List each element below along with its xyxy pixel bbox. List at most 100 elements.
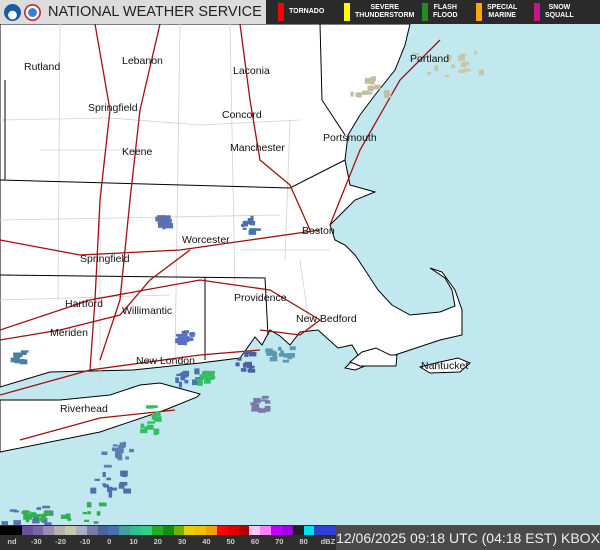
warning-swatch <box>534 3 540 21</box>
scale-color <box>249 526 260 535</box>
scale-color <box>11 526 22 535</box>
radar-pixel <box>479 70 484 76</box>
radar-pixel <box>119 484 125 489</box>
radar-pixel <box>241 224 245 227</box>
radar-pixel <box>101 452 107 455</box>
radar-pixel <box>245 362 252 366</box>
radar-pixel <box>112 448 120 452</box>
city-label: Springfield <box>88 102 138 114</box>
radar-pixel <box>20 359 28 364</box>
radar-pixel <box>189 333 195 335</box>
warning-swatch <box>278 3 284 21</box>
radar-pixel <box>125 456 129 459</box>
radar-pixel <box>152 405 157 408</box>
scale-color <box>260 526 271 535</box>
footer-bar: nd -30 -20 -10 0 10 20 30 40 50 60 70 80 dBZ 12/06/20… <box>0 525 600 550</box>
radar-pixel <box>14 357 19 361</box>
warning-type: TORNADO <box>278 3 338 21</box>
scale-color <box>163 526 174 535</box>
radar-pixel <box>209 376 216 379</box>
radar-pixel <box>44 510 52 515</box>
radar-pixel <box>265 406 271 410</box>
scale-color <box>325 526 336 535</box>
radar-pixel <box>290 346 296 350</box>
radar-pixel <box>249 352 257 357</box>
radar-pixel <box>179 382 182 388</box>
radar-pixel <box>123 489 131 494</box>
radar-pixel <box>38 518 42 521</box>
radar-pixel <box>427 72 431 75</box>
warning-swatch <box>422 3 428 21</box>
scale-tick: -20 <box>55 537 66 546</box>
city-label: New London <box>136 355 195 367</box>
scale-color <box>293 526 304 535</box>
radar-pixel <box>238 357 241 360</box>
radar-pixel <box>90 488 96 494</box>
scale-color <box>152 526 163 535</box>
warning-swatch <box>476 3 482 21</box>
radar-pixel <box>106 478 111 481</box>
radar-pixel <box>22 351 27 354</box>
radar-pixel <box>99 503 107 507</box>
city-label: Boston <box>302 225 335 237</box>
radar-pixel <box>384 90 390 95</box>
scale-color <box>33 526 44 535</box>
scale-tick: 50 <box>227 537 235 546</box>
scale-color <box>43 526 54 535</box>
scale-tick: dBZ <box>321 537 336 546</box>
noaa-logo <box>4 4 21 21</box>
scale-color <box>282 526 293 535</box>
header-bar: NATIONAL WEATHER SERVICE TORNADO SEVERE TH… <box>0 0 600 24</box>
radar-pixel <box>129 449 134 452</box>
radar-pixel <box>97 511 101 515</box>
radar-pixel <box>283 360 289 363</box>
radar-pixel <box>278 347 282 351</box>
warning-label: TORNADO <box>289 8 324 16</box>
city-label: Nantucket <box>421 360 468 372</box>
radar-pixel <box>183 336 189 342</box>
city-label: Portsmouth <box>323 132 377 144</box>
radar-pixel <box>203 375 209 380</box>
scale-color <box>217 526 228 535</box>
scale-color <box>206 526 217 535</box>
radar-pixel <box>83 512 87 514</box>
radar-pixel <box>434 65 438 70</box>
radar-pixel <box>87 511 91 514</box>
radar-pixel <box>451 64 455 68</box>
radar-pixel <box>155 412 161 416</box>
timestamp: 12/06/2025 09:18 UTC (04:18 EST) KBOX <box>336 525 600 550</box>
page-title: NATIONAL WEATHER SERVICE <box>48 4 262 20</box>
radar-pixel <box>461 63 466 67</box>
warning-label: SEVERE THUNDERSTORM <box>355 4 414 20</box>
scale-color <box>195 526 206 535</box>
radar-pixel <box>182 331 188 336</box>
scale-color <box>87 526 98 535</box>
radar-pixel <box>141 430 146 432</box>
city-label: Riverhead <box>60 403 108 415</box>
city-label: Meriden <box>50 327 88 339</box>
radar-pixel <box>251 216 254 222</box>
scale-color <box>65 526 76 535</box>
radar-pixel <box>458 55 465 60</box>
radar-pixel <box>36 507 41 510</box>
scale-tick: 0 <box>107 537 111 546</box>
radar-pixel <box>13 510 19 512</box>
scale-color <box>119 526 130 535</box>
scale-color <box>271 526 282 535</box>
radar-pixel <box>273 352 277 355</box>
radar-pixel <box>154 429 160 435</box>
radar-pixel <box>36 514 42 517</box>
radar-pixel <box>113 444 118 446</box>
scale-tick: nd <box>7 537 16 546</box>
radar-pixel <box>250 222 254 226</box>
radar-map[interactable]: Rutland Lebanon Laconia Portland Springfield… <box>0 24 600 525</box>
scale-color <box>184 526 195 535</box>
radar-pixel <box>460 54 467 56</box>
radar-pixel <box>94 479 99 481</box>
radar-pixel <box>147 425 154 430</box>
radar-pixel <box>184 380 188 383</box>
radar-pixel <box>244 351 248 356</box>
scale-tick: 20 <box>154 537 162 546</box>
scale-color <box>141 526 152 535</box>
radar-pixel <box>458 70 465 73</box>
